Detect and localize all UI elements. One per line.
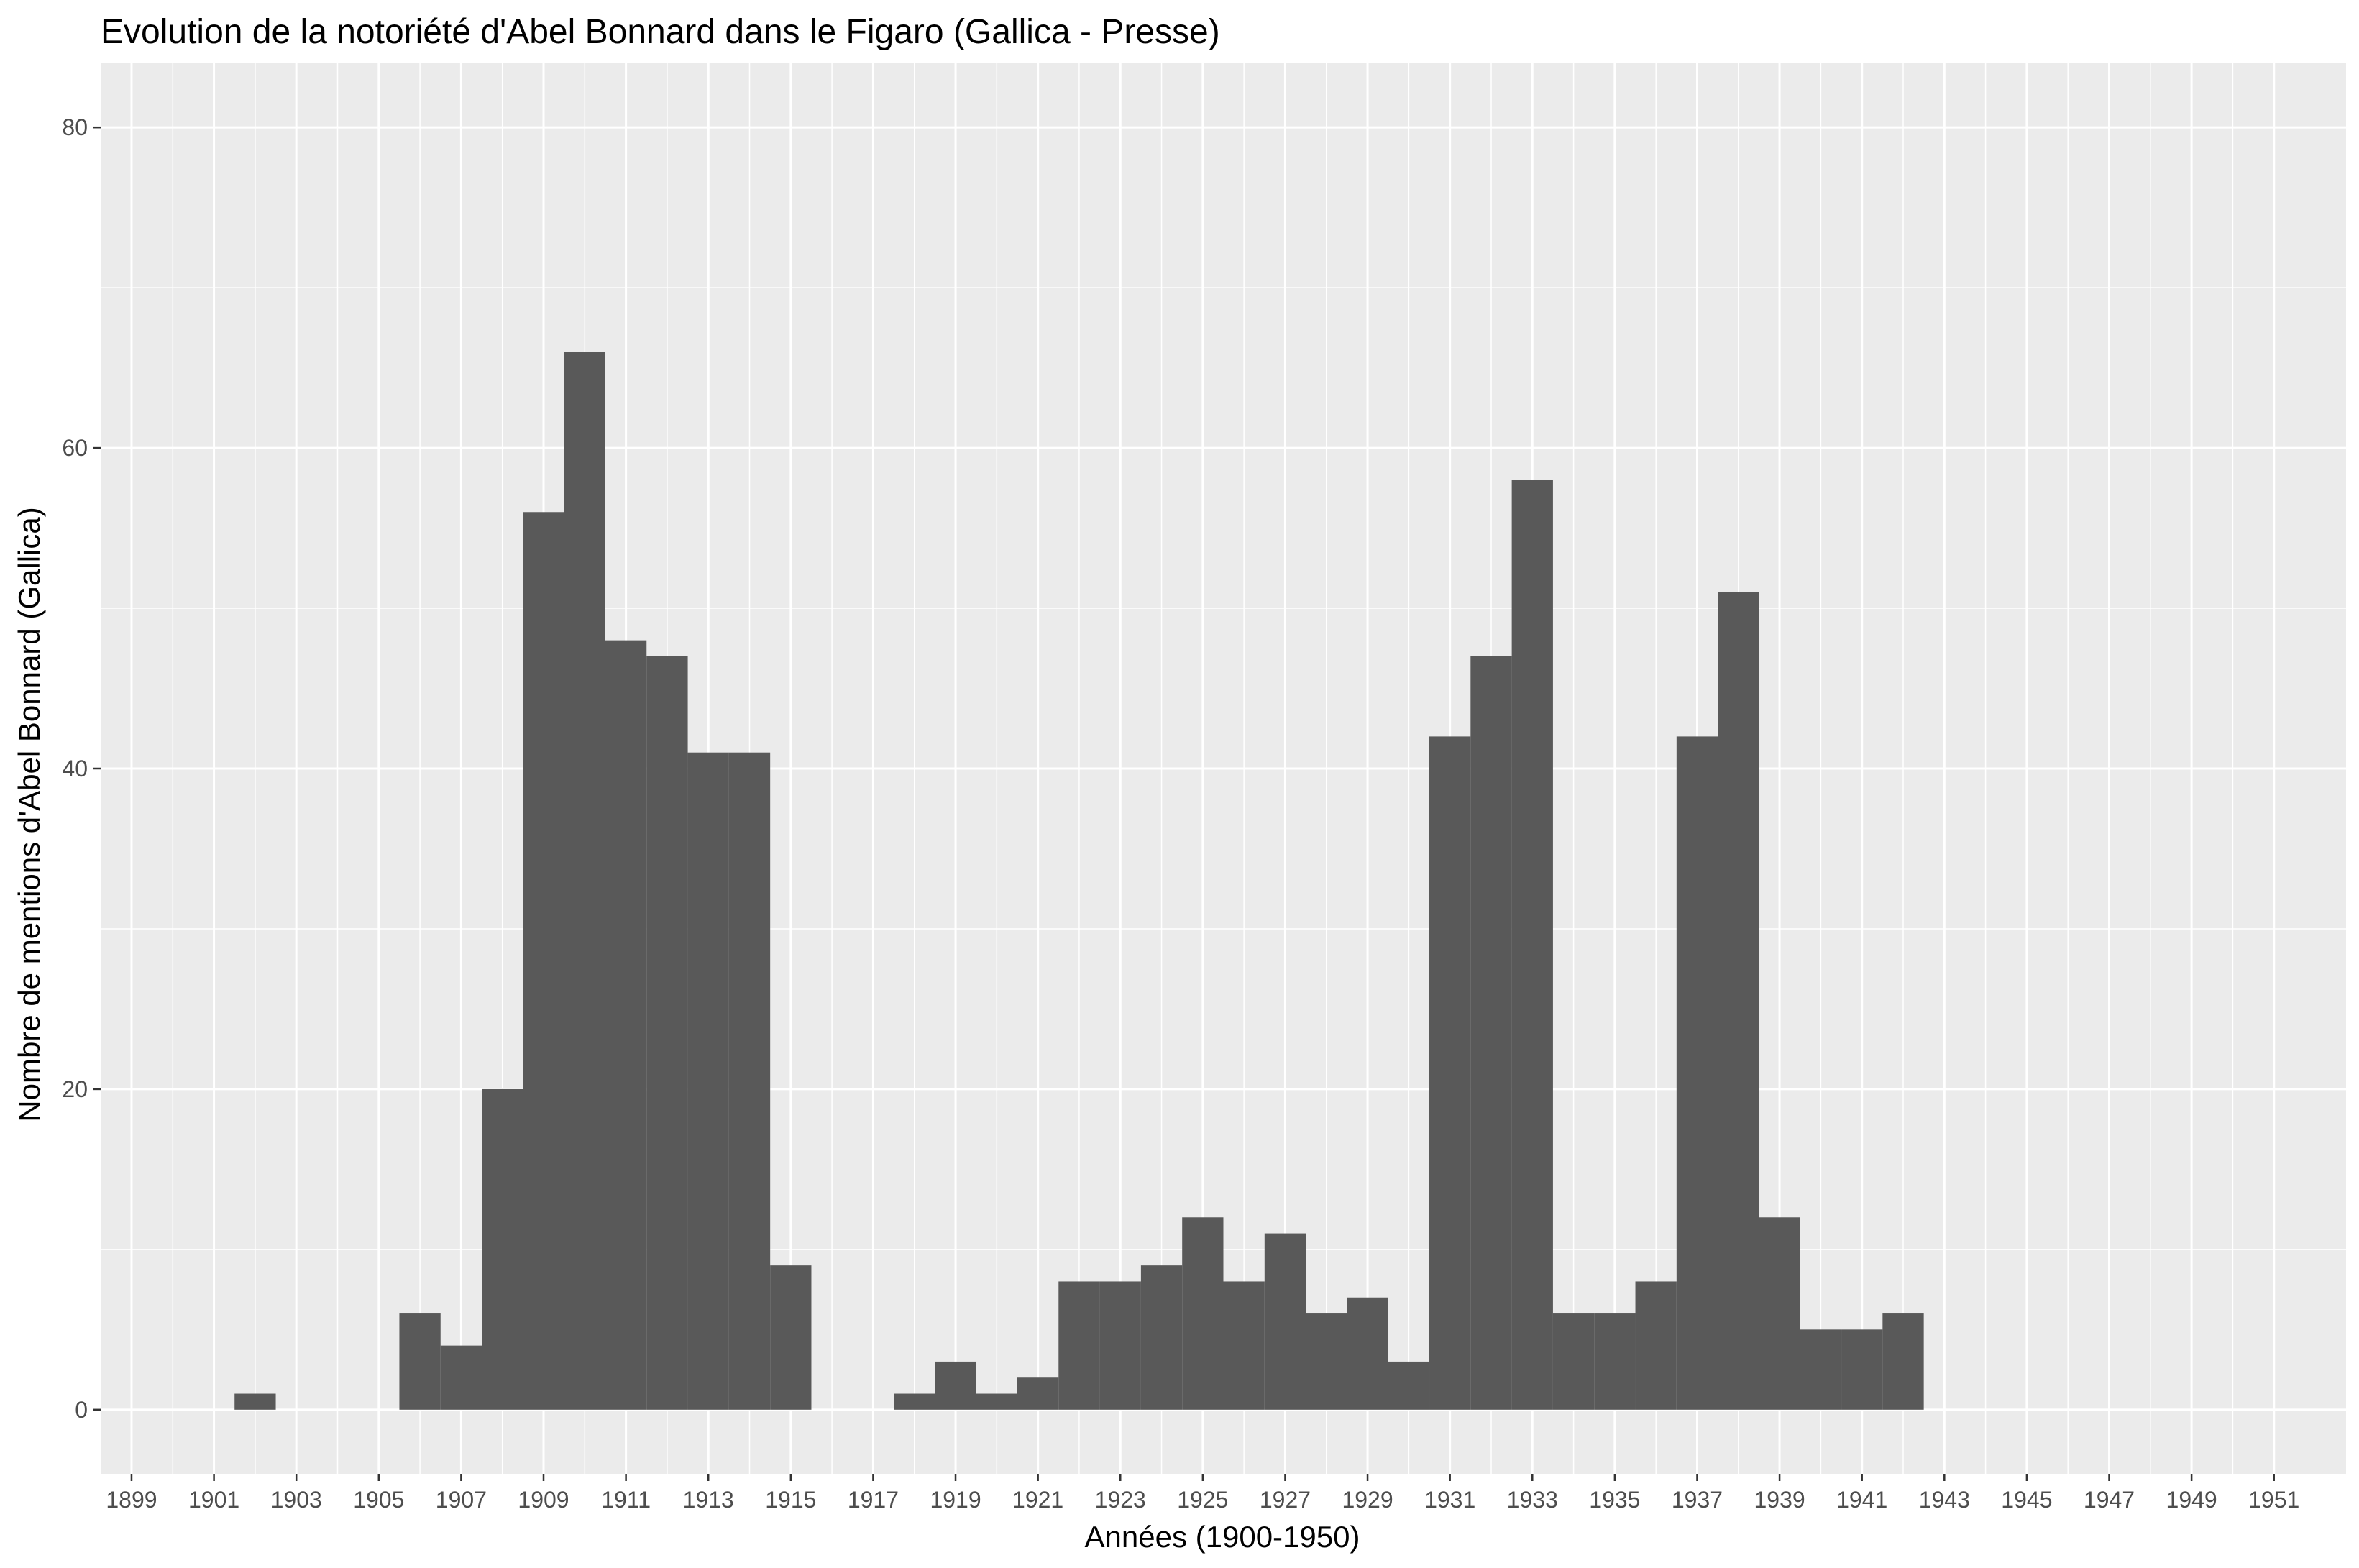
- x-tick-label: 1935: [1589, 1487, 1640, 1513]
- x-axis-title: Années (1900-1950): [1085, 1520, 1360, 1554]
- bar-1911: [605, 640, 647, 1410]
- x-tick-label: 1911: [601, 1487, 651, 1513]
- bar-1912: [646, 656, 688, 1410]
- x-tick-label: 1909: [518, 1487, 569, 1513]
- y-tick-label: 60: [62, 435, 88, 461]
- bar-1920: [976, 1393, 1017, 1410]
- bar-1936: [1635, 1281, 1677, 1410]
- x-tick-label: 1925: [1177, 1487, 1228, 1513]
- bar-1937: [1676, 736, 1718, 1410]
- bar-1941: [1841, 1329, 1883, 1410]
- y-tick-label: 0: [75, 1397, 88, 1423]
- x-tick-label: 1917: [848, 1487, 899, 1513]
- chart-title: Evolution de la notoriété d'Abel Bonnard…: [101, 13, 1220, 51]
- bar-1940: [1800, 1329, 1842, 1410]
- y-axis-title: Nombre de mentions d'Abel Bonnard (Galli…: [12, 507, 46, 1122]
- x-tick-label: 1949: [2166, 1487, 2217, 1513]
- bars: [234, 352, 1924, 1410]
- x-tick-label: 1933: [1507, 1487, 1558, 1513]
- x-tick-label: 1929: [1342, 1487, 1393, 1513]
- bar-1939: [1759, 1217, 1800, 1410]
- bar-1902: [234, 1393, 276, 1410]
- bar-1929: [1347, 1297, 1388, 1410]
- bar-1914: [728, 752, 771, 1410]
- y-tick-label: 40: [62, 756, 88, 781]
- y-tick-label: 20: [62, 1076, 88, 1102]
- x-tick-label: 1941: [1836, 1487, 1887, 1513]
- bar-1919: [935, 1361, 976, 1410]
- bar-1933: [1511, 480, 1553, 1410]
- bar-1934: [1552, 1313, 1595, 1410]
- bar-1915: [770, 1265, 812, 1410]
- x-tick-label: 1951: [2248, 1487, 2299, 1513]
- bar-1930: [1388, 1361, 1430, 1410]
- x-tick-label: 1923: [1095, 1487, 1146, 1513]
- x-tick-label: 1947: [2084, 1487, 2135, 1513]
- bar-1927: [1264, 1233, 1306, 1410]
- bar-1935: [1594, 1313, 1636, 1410]
- x-tick-label: 1927: [1260, 1487, 1311, 1513]
- bar-1922: [1058, 1281, 1100, 1410]
- x-tick-label: 1921: [1012, 1487, 1063, 1513]
- bar-1942: [1882, 1313, 1924, 1410]
- x-tick-label: 1899: [106, 1487, 157, 1513]
- bar-1907: [440, 1345, 482, 1410]
- bar-1932: [1470, 656, 1512, 1410]
- x-tick-label: 1931: [1424, 1487, 1475, 1513]
- x-tick-label: 1907: [436, 1487, 487, 1513]
- x-tick-label: 1915: [765, 1487, 816, 1513]
- x-tick-label: 1919: [930, 1487, 981, 1513]
- bar-1931: [1429, 736, 1471, 1410]
- bar-1909: [523, 512, 564, 1410]
- x-tick-label: 1939: [1754, 1487, 1805, 1513]
- bar-1938: [1718, 592, 1759, 1410]
- bar-1928: [1306, 1313, 1347, 1410]
- x-tick-label: 1903: [271, 1487, 322, 1513]
- bar-1918: [894, 1393, 935, 1410]
- x-tick-label: 1945: [2001, 1487, 2052, 1513]
- bar-1908: [482, 1088, 523, 1410]
- y-axis: 0 20 40 60 80: [62, 114, 101, 1423]
- bar-1913: [687, 752, 729, 1410]
- x-tick-label: 1901: [188, 1487, 239, 1513]
- bar-1910: [564, 352, 605, 1410]
- bar-1921: [1017, 1377, 1059, 1410]
- bar-1926: [1223, 1281, 1265, 1410]
- bar-1924: [1140, 1265, 1183, 1410]
- x-axis: 1899 1901 1903 1905 1907 1909 1911 1913 1915 1917…: [106, 1474, 2299, 1513]
- bar-1925: [1182, 1217, 1224, 1410]
- x-tick-label: 1937: [1672, 1487, 1723, 1513]
- x-tick-label: 1905: [353, 1487, 404, 1513]
- x-tick-label: 1943: [1919, 1487, 1970, 1513]
- y-tick-label: 80: [62, 114, 88, 140]
- bar-1923: [1099, 1281, 1141, 1410]
- x-tick-label: 1913: [683, 1487, 734, 1513]
- bar-1906: [399, 1313, 441, 1410]
